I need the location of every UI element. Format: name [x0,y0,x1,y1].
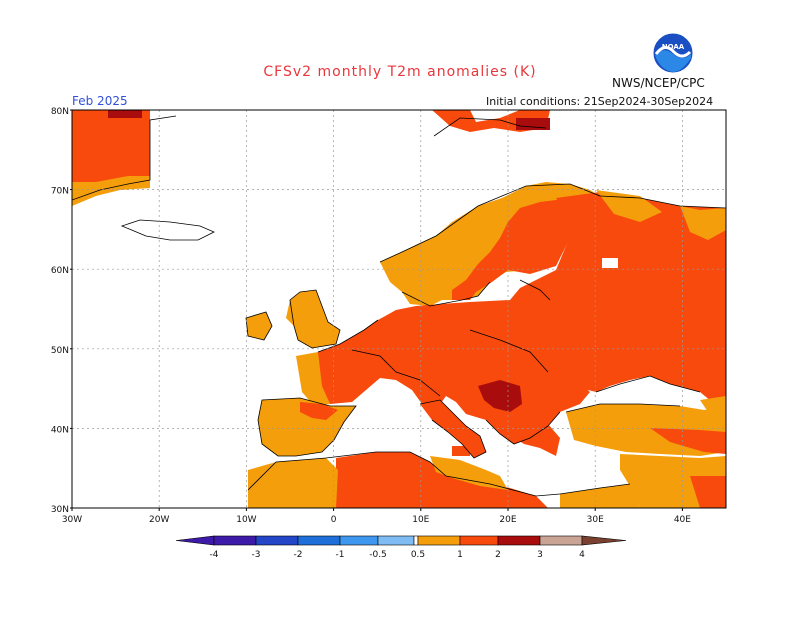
lon-label: 20W [149,515,169,525]
legend-swatch [459,535,499,546]
lon-label: 10W [236,515,256,525]
legend-arrow-low [175,535,215,546]
legend-label: 2 [495,550,501,560]
legend-swatch [339,535,379,546]
legend-swatch [417,535,461,546]
lat-label: 70N [51,187,69,197]
lon-label: 20E [499,515,516,525]
legend-label: 1 [457,550,463,560]
legend-swatch [497,535,541,546]
russia-northeast-anomaly-p05 [680,206,726,240]
morocco-anomaly-p05 [248,458,338,508]
finland-anomaly-p1 [452,198,574,300]
central-europe-anomaly-p1 [316,300,590,444]
lat-label: 40N [51,425,69,435]
legend-label: 3 [537,550,543,560]
legend-swatch [213,535,257,546]
caspian-anomaly-p05 [700,396,726,412]
legend-swatch [413,535,419,546]
lat-label: 60N [51,266,69,276]
longitude-labels: 30W 20W 10W 0 10E 20E 30E 40E [62,508,691,525]
libya-anomaly-p05 [430,456,508,490]
lon-label: 30E [587,515,604,525]
anomaly-fields [72,110,726,508]
ireland-anomaly-p05 [246,312,272,340]
agency-label: NWS/NCEP/CPC [612,76,705,90]
greenland-anomaly-p2 [108,110,142,118]
balkans-anomaly-p2 [478,380,522,412]
uk-anomaly-p05 [286,290,340,348]
legend-label: 0.5 [411,550,425,560]
russia-anomaly-p1 [510,192,726,402]
legend-swatch [255,535,299,546]
coastlines [72,115,726,497]
legend-swatch [377,535,415,546]
logo-text: NOAA [662,43,685,51]
latitude-labels: 80N 70N 60N 50N 40N 30N [51,107,72,515]
lat-label: 80N [51,107,69,117]
caucasus-anomaly-p1 [650,428,726,454]
lon-label: 30W [62,515,82,525]
lon-label: 40E [674,515,691,525]
egypt-anomaly-p05 [560,484,640,508]
legend-label: -1 [336,550,345,560]
chart-title: CFSv2 monthly T2m anomalies (K) [263,64,537,80]
italy-anomaly-p1 [420,400,486,458]
forecast-period: Feb 2025 [72,94,128,108]
russia-north-anomaly-p05 [596,190,662,222]
russia-white-patch [602,258,618,268]
legend-label: -4 [210,550,219,560]
lat-label: 50N [51,346,69,356]
initial-conditions: Initial conditions: 21Sep2024-30Sep2024 [486,95,714,108]
legend-label: 4 [579,550,585,560]
legend-label: -3 [252,550,261,560]
legend-arrow-high [581,535,627,546]
legend-label: -0.5 [369,550,387,560]
svalbard-anomaly-p2 [516,118,550,130]
noaa-logo-icon: NOAA [652,32,694,74]
france-west-anomaly-p05 [296,352,330,406]
map-frame [71,109,727,509]
sicily-anomaly-p1 [452,446,470,456]
iberia-red-patch [300,402,338,420]
legend-swatch [297,535,341,546]
lon-label: 0 [331,515,337,525]
north-africa-anomaly-p1 [336,452,548,508]
legend-swatch [539,535,583,546]
greece-anomaly-p1 [510,412,560,456]
middle-east-anomaly-p1 [690,476,726,508]
lon-label: 10E [412,515,429,525]
legend-label: -2 [294,550,303,560]
lat-label: 30N [51,505,69,515]
